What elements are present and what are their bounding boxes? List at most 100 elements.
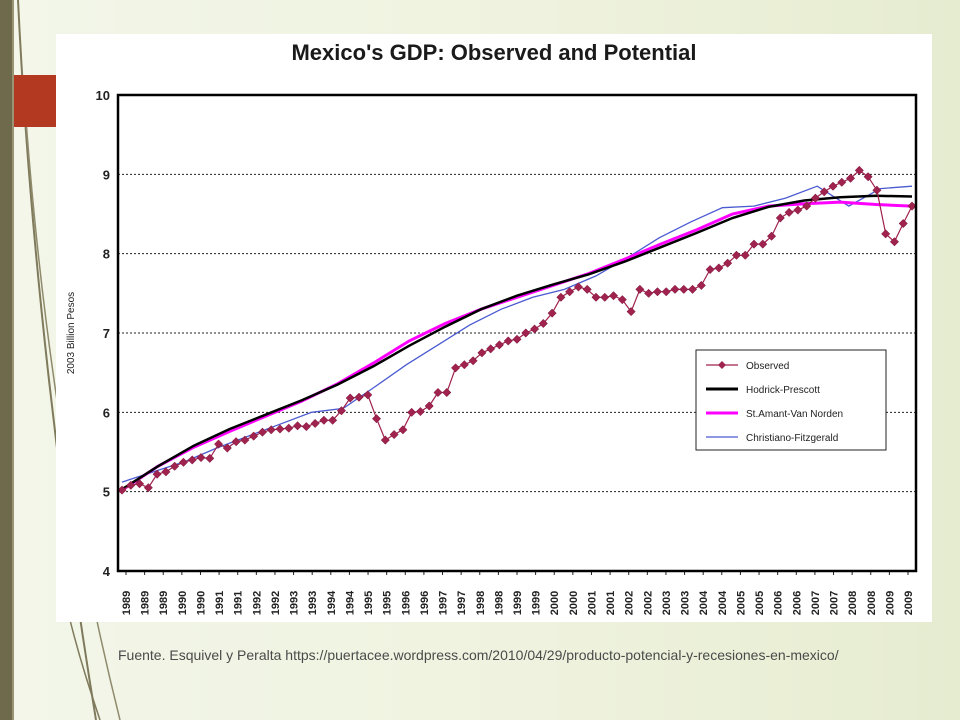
observed-point xyxy=(881,229,891,239)
observed-point xyxy=(266,425,276,435)
gdp-line-chart: 4 5 6 7 8 9 10 2003 Billion Pesos 1989 1989 1989 19… xyxy=(66,88,918,615)
x-tick-label: 2003 xyxy=(661,591,673,615)
observed-point xyxy=(328,415,338,425)
legend-label: Christiano-Fitzgerald xyxy=(746,433,838,444)
observed-point xyxy=(521,328,531,338)
observed-point xyxy=(389,429,399,440)
observed-point xyxy=(415,406,425,417)
observed-point xyxy=(679,284,689,294)
observed-point xyxy=(696,280,706,290)
observed-point xyxy=(178,457,188,467)
x-tick-label: 2001 xyxy=(605,591,617,615)
observed-point xyxy=(486,344,496,354)
y-tick-label: 5 xyxy=(103,485,110,500)
observed-point xyxy=(582,284,592,294)
series-line-hodrick-prescott xyxy=(121,194,913,491)
observed-point xyxy=(319,415,329,425)
accent-block xyxy=(14,75,56,127)
observed-point xyxy=(407,407,417,417)
x-tick-label: 2002 xyxy=(624,591,636,615)
source-caption: Fuente. Esquivel y Peralta https://puert… xyxy=(118,647,839,663)
x-tick-label: 1992 xyxy=(270,591,282,615)
x-tick-label: 2004 xyxy=(717,590,729,615)
chart-image-panel xyxy=(56,34,932,622)
observed-point xyxy=(573,282,583,292)
observed-point xyxy=(723,258,733,268)
legend-label: Hodrick-Prescott xyxy=(746,385,820,396)
observed-point xyxy=(161,467,171,477)
x-tick-label: 2003 xyxy=(680,591,692,615)
observed-point xyxy=(670,284,680,294)
observed-point xyxy=(196,452,206,463)
x-tick-label: 2009 xyxy=(903,591,915,615)
observed-point xyxy=(784,207,794,217)
x-tick-label: 1995 xyxy=(363,591,375,615)
observed-point xyxy=(284,423,294,433)
observed-point xyxy=(398,425,408,435)
x-tick-label: 1995 xyxy=(382,591,394,615)
y-axis-label: 2003 Billion Pesos xyxy=(66,292,77,374)
observed-point xyxy=(591,292,601,302)
plot-frame xyxy=(116,93,918,573)
observed-point xyxy=(863,172,873,182)
observed-point xyxy=(372,414,382,424)
x-tick-label: 1993 xyxy=(289,591,301,615)
observed-point xyxy=(451,363,461,373)
observed-point xyxy=(661,287,671,297)
observed-point xyxy=(775,213,785,223)
x-tick-label: 1999 xyxy=(531,591,543,615)
observed-point xyxy=(275,424,285,434)
x-tick-label: 2006 xyxy=(773,591,785,615)
observed-point xyxy=(231,437,241,447)
observed-point xyxy=(609,291,619,301)
legend-label: St.Amant-Van Norden xyxy=(746,409,843,420)
legend-label: Observed xyxy=(746,361,789,372)
x-tick-label: 1999 xyxy=(512,591,524,615)
x-tick-label: 2008 xyxy=(847,591,859,615)
observed-point xyxy=(257,427,267,437)
observed-point xyxy=(547,308,557,318)
observed-point xyxy=(214,439,224,449)
legend-marker-observed xyxy=(718,361,726,369)
observed-point xyxy=(828,181,838,191)
observed-point xyxy=(652,287,662,297)
x-tick-label: 2005 xyxy=(735,591,747,615)
x-tick-label: 2000 xyxy=(549,591,561,615)
x-tick-label: 2002 xyxy=(642,591,654,615)
observed-point xyxy=(433,387,443,398)
x-tick-label: 1996 xyxy=(400,591,412,615)
observed-point xyxy=(468,356,478,366)
left-decorative-band xyxy=(0,0,12,720)
observed-point xyxy=(354,392,364,402)
observed-point xyxy=(424,401,434,411)
x-tick-label: 2006 xyxy=(791,591,803,615)
observed-point xyxy=(644,288,654,298)
observed-point xyxy=(336,406,346,416)
observed-point xyxy=(872,185,882,195)
observed-point xyxy=(837,177,847,187)
x-tick-label: 1991 xyxy=(233,591,245,615)
observed-point xyxy=(556,292,566,302)
observed-point xyxy=(459,360,469,370)
observed-point xyxy=(512,334,522,344)
x-tick-label: 2005 xyxy=(754,591,766,615)
observed-point xyxy=(152,469,162,479)
observed-point xyxy=(740,250,750,260)
y-tick-label: 7 xyxy=(103,326,110,341)
observed-point xyxy=(170,461,180,471)
observed-point xyxy=(240,435,250,445)
observed-point xyxy=(617,295,627,305)
observed-point xyxy=(442,387,452,398)
x-tick-label: 1989 xyxy=(158,591,170,615)
observed-point xyxy=(135,479,145,489)
y-tick-label: 9 xyxy=(103,167,110,182)
observed-point xyxy=(810,193,820,203)
observed-point xyxy=(626,307,636,317)
observed-point xyxy=(846,173,856,183)
observed-point xyxy=(889,237,899,247)
x-tick-label: 1997 xyxy=(438,591,450,615)
y-tick-label: 6 xyxy=(103,405,110,420)
observed-point xyxy=(688,284,698,294)
observed-point xyxy=(126,480,136,490)
observed-point xyxy=(565,287,575,297)
